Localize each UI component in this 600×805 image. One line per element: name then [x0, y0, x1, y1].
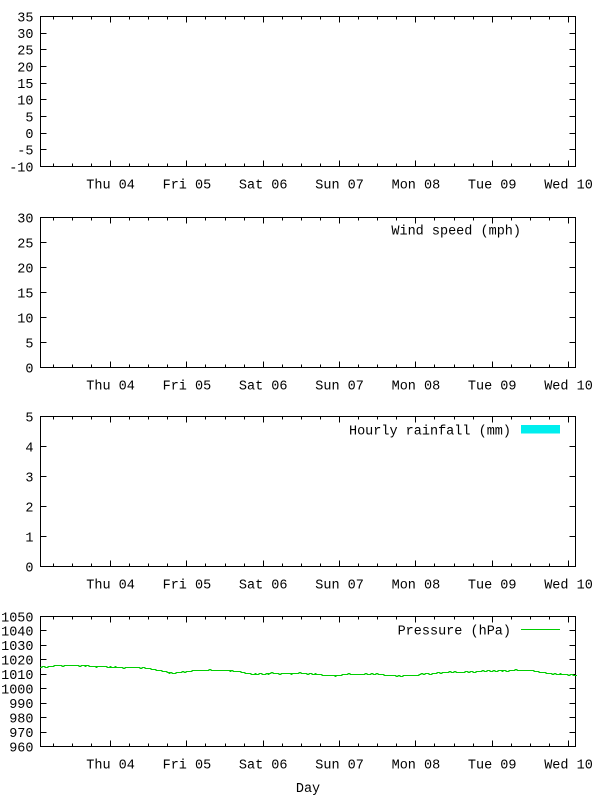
- svg-text:0: 0: [25, 128, 33, 143]
- svg-text:0: 0: [25, 362, 33, 377]
- svg-text:Mon 08: Mon 08: [392, 578, 441, 593]
- svg-text:10: 10: [17, 312, 33, 327]
- svg-text:Sun 07: Sun 07: [315, 178, 364, 193]
- svg-text:30: 30: [17, 212, 33, 227]
- svg-text:Wed 10: Wed 10: [544, 178, 593, 193]
- svg-text:Sun 07: Sun 07: [315, 379, 364, 394]
- svg-text:Mon 08: Mon 08: [392, 758, 441, 773]
- svg-text:30: 30: [17, 28, 33, 43]
- svg-text:15: 15: [17, 78, 33, 93]
- svg-text:Wed 10: Wed 10: [544, 578, 593, 593]
- svg-text:25: 25: [17, 45, 33, 60]
- svg-text:4: 4: [25, 441, 33, 456]
- svg-text:5: 5: [25, 111, 33, 126]
- svg-text:990: 990: [9, 698, 33, 713]
- svg-text:Sat 06: Sat 06: [239, 379, 288, 394]
- svg-text:Mon 08: Mon 08: [392, 379, 441, 394]
- svg-text:Pressure (hPa): Pressure (hPa): [398, 624, 511, 639]
- svg-text:Hourly rainfall (mm): Hourly rainfall (mm): [349, 424, 511, 439]
- svg-text:10: 10: [17, 95, 33, 110]
- svg-text:Wed 10: Wed 10: [544, 758, 593, 773]
- svg-text:20: 20: [17, 262, 33, 277]
- svg-text:35: 35: [17, 11, 33, 26]
- svg-text:Thu 04: Thu 04: [86, 578, 135, 593]
- svg-text:1030: 1030: [1, 640, 33, 655]
- svg-text:25: 25: [17, 237, 33, 252]
- svg-text:1050: 1050: [1, 611, 33, 626]
- svg-text:Fri 05: Fri 05: [163, 379, 212, 394]
- svg-text:20: 20: [17, 61, 33, 76]
- svg-text:Mon 08: Mon 08: [392, 178, 441, 193]
- svg-text:-10: -10: [9, 161, 33, 176]
- svg-text:Fri 05: Fri 05: [163, 178, 212, 193]
- svg-text:Wed 10: Wed 10: [544, 379, 593, 394]
- svg-text:15: 15: [17, 287, 33, 302]
- svg-text:Sat 06: Sat 06: [239, 758, 288, 773]
- svg-text:Thu 04: Thu 04: [86, 758, 135, 773]
- svg-text:3: 3: [25, 471, 33, 486]
- svg-text:Tue 09: Tue 09: [468, 578, 517, 593]
- svg-text:Sun 07: Sun 07: [315, 578, 364, 593]
- svg-text:Sun 07: Sun 07: [315, 758, 364, 773]
- svg-text:Sat 06: Sat 06: [239, 578, 288, 593]
- svg-text:Tue 09: Tue 09: [468, 379, 517, 394]
- svg-text:Tue 09: Tue 09: [468, 178, 517, 193]
- svg-text:1020: 1020: [1, 655, 33, 670]
- svg-text:Day: Day: [296, 782, 320, 797]
- svg-text:960: 960: [9, 741, 33, 756]
- svg-text:2: 2: [25, 501, 33, 516]
- svg-text:Wind speed (mph): Wind speed (mph): [391, 225, 521, 240]
- svg-text:-5: -5: [17, 145, 33, 160]
- svg-text:1040: 1040: [1, 626, 33, 641]
- svg-text:Sat 06: Sat 06: [239, 178, 288, 193]
- svg-text:1010: 1010: [1, 669, 33, 684]
- svg-text:5: 5: [25, 337, 33, 352]
- svg-text:0: 0: [25, 561, 33, 576]
- svg-text:Thu 04: Thu 04: [86, 178, 135, 193]
- svg-text:1: 1: [25, 531, 33, 546]
- svg-text:970: 970: [9, 727, 33, 742]
- svg-text:Fri 05: Fri 05: [163, 758, 212, 773]
- svg-text:Fri 05: Fri 05: [163, 578, 212, 593]
- svg-text:Tue 09: Tue 09: [468, 758, 517, 773]
- svg-text:5: 5: [25, 411, 33, 426]
- svg-text:1000: 1000: [1, 684, 33, 699]
- svg-text:Thu 04: Thu 04: [86, 379, 135, 394]
- svg-text:980: 980: [9, 712, 33, 727]
